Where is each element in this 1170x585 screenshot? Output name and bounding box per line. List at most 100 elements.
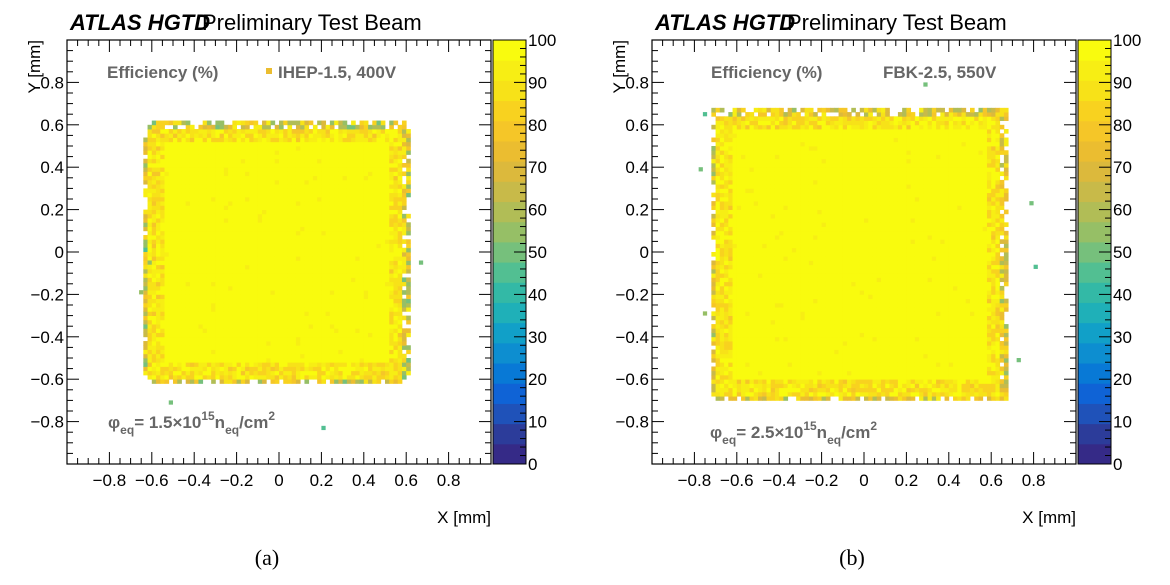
- heatmap-bin: [719, 358, 725, 363]
- heatmap-bin: [762, 252, 767, 257]
- heatmap-bin: [156, 179, 161, 185]
- heatmap-bin: [380, 129, 386, 134]
- heatmap-bin: [342, 154, 348, 160]
- heatmap-bin: [380, 298, 386, 304]
- heatmap-bin: [202, 319, 208, 325]
- heatmap-bin: [143, 213, 148, 219]
- heatmap-bin: [164, 294, 170, 300]
- heatmap-bin: [325, 311, 331, 316]
- heatmap-bin: [283, 349, 288, 355]
- heatmap-bin: [219, 230, 225, 236]
- heatmap-bin: [211, 349, 216, 355]
- heatmap-bin: [160, 235, 165, 240]
- heatmap-bin: [279, 311, 284, 316]
- heatmap-bin: [164, 302, 170, 308]
- heatmap-bin: [308, 256, 314, 261]
- heatmap-bin: [321, 154, 327, 160]
- heatmap-bin: [206, 184, 212, 189]
- heatmap-bin: [236, 175, 242, 181]
- outlier-bin: [168, 400, 173, 405]
- y-tick-label: 0.8: [40, 73, 64, 92]
- heatmap-bin: [177, 277, 182, 283]
- heatmap-bin: [300, 175, 305, 181]
- heatmap-bin: [368, 328, 373, 333]
- heatmap-bin: [164, 311, 170, 316]
- heatmap-bin: [236, 277, 242, 283]
- heatmap-bin: [741, 146, 746, 151]
- heatmap-bin: [728, 167, 733, 172]
- heatmap-bin: [211, 252, 216, 257]
- heatmap-bin: [325, 345, 331, 350]
- heatmap-bin: [147, 133, 153, 138]
- palette-segment: [493, 322, 526, 344]
- heatmap-bin: [185, 226, 191, 232]
- heatmap-bin: [766, 353, 772, 359]
- heatmap-bin: [151, 243, 157, 249]
- heatmap-bin: [715, 239, 721, 244]
- heatmap-bin: [719, 285, 725, 291]
- heatmap-bin: [219, 353, 225, 359]
- heatmap-bin: [719, 281, 725, 287]
- heatmap-bin: [334, 370, 339, 376]
- heatmap-bin: [355, 239, 360, 244]
- heatmap-bin: [719, 124, 725, 130]
- heatmap-bin: [766, 285, 772, 291]
- heatmap-bin: [724, 366, 729, 372]
- heatmap-bin: [317, 141, 322, 147]
- heatmap-bin: [279, 196, 284, 202]
- heatmap-bin: [749, 374, 755, 380]
- heatmap-bin: [151, 124, 157, 130]
- heatmap-bin: [232, 370, 237, 376]
- heatmap-bin: [156, 247, 161, 253]
- heatmap-bin: [401, 336, 407, 342]
- heatmap-bin: [762, 387, 767, 393]
- heatmap-bin: [236, 290, 242, 295]
- heatmap-bin: [249, 243, 254, 249]
- heatmap-bin: [401, 366, 407, 372]
- heatmap-bin: [406, 167, 411, 172]
- heatmap-bin: [206, 239, 212, 244]
- heatmap-bin: [156, 366, 161, 372]
- heatmap-bin: [228, 336, 233, 342]
- heatmap-bin: [206, 294, 212, 300]
- heatmap-bin: [728, 349, 733, 355]
- heatmap-bin: [202, 162, 208, 168]
- heatmap-bin: [151, 311, 157, 316]
- heatmap-bin: [189, 285, 195, 291]
- heatmap-bin: [406, 129, 411, 134]
- heatmap-bin: [715, 391, 721, 397]
- heatmap-bin: [219, 311, 225, 316]
- caption-a: (a): [254, 545, 280, 570]
- heatmap-bin: [236, 273, 242, 278]
- heatmap-bin: [160, 268, 165, 274]
- heatmap-bin: [368, 171, 373, 177]
- heatmap-bin: [758, 328, 763, 333]
- heatmap-bin: [342, 247, 348, 253]
- heatmap-bin: [724, 137, 729, 143]
- heatmap-bin: [351, 315, 356, 321]
- heatmap-bin: [147, 218, 153, 223]
- heatmap-bin: [232, 222, 237, 227]
- heatmap-bin: [363, 324, 369, 329]
- heatmap-bin: [376, 273, 382, 278]
- heatmap-bin: [219, 336, 225, 342]
- heatmap-bin: [762, 133, 767, 138]
- heatmap-bin: [312, 209, 318, 215]
- heatmap-bin: [376, 188, 382, 194]
- heatmap-bin: [156, 328, 161, 333]
- heatmap-bin: [342, 268, 348, 274]
- heatmap-bin: [312, 264, 318, 270]
- heatmap-bin: [334, 179, 339, 185]
- heatmap-bin: [359, 162, 365, 168]
- palette-segment: [493, 282, 526, 303]
- heatmap-bin: [304, 158, 310, 164]
- heatmap-bin: [304, 188, 310, 194]
- heatmap-bin: [223, 315, 229, 321]
- heatmap-bin: [351, 328, 356, 333]
- heatmap-bin: [346, 171, 352, 177]
- heatmap-bin: [143, 256, 148, 261]
- heatmap-bin: [198, 213, 204, 219]
- palette-segment: [493, 302, 526, 324]
- heatmap-bin: [368, 370, 373, 376]
- heatmap-bin: [321, 188, 327, 194]
